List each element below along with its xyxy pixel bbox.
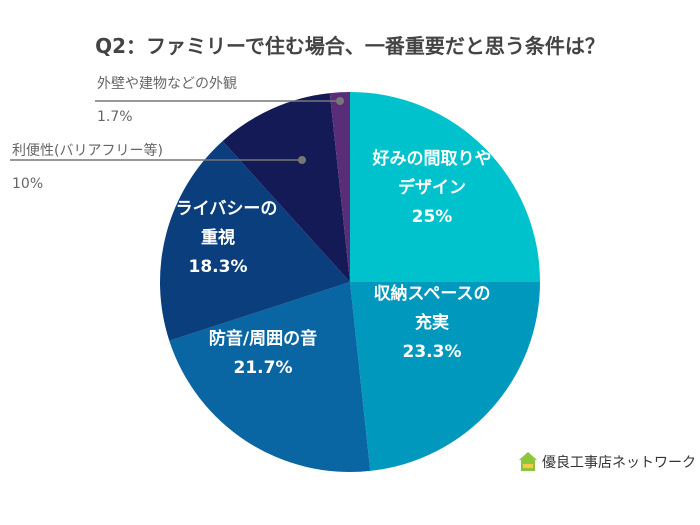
slice-label: デザイン	[398, 177, 466, 198]
slice-label: 充実	[415, 312, 449, 333]
logo-text: 優良工事店ネットワーク	[542, 455, 696, 471]
house-logo-icon	[519, 452, 537, 471]
logo: 優良工事店ネットワーク	[518, 451, 696, 473]
slice-value-label: 10%	[12, 176, 43, 192]
slice-label: 利便性(バリアフリー等)	[12, 142, 163, 159]
slice-label: 好みの間取りや	[372, 148, 492, 169]
pie-slice	[222, 93, 350, 282]
slice-label: プライバシーの	[159, 198, 278, 219]
pie-slice	[350, 92, 540, 282]
slice-value-label: 23.3%	[403, 342, 462, 362]
slice-value-label: 25%	[412, 207, 453, 227]
pie-slice	[159, 141, 350, 341]
chart-title: Q2：ファミリーで住む場合、一番重要だと思う条件は？	[95, 34, 605, 58]
slice-label: 重視	[201, 227, 235, 248]
leader-dot	[336, 97, 344, 105]
slice-label: 収納スペースの	[374, 283, 491, 304]
slice-value-label: 18.3%	[189, 257, 248, 277]
pie-slice	[169, 282, 371, 472]
slice-value-label: 21.7%	[234, 358, 293, 378]
slice-label: 防音/周囲の音	[209, 328, 317, 349]
slice-label: 外壁や建物などの外観	[97, 75, 237, 92]
leader-dot	[298, 156, 306, 164]
pie-slice	[329, 92, 350, 282]
pie-slice	[350, 282, 540, 471]
slice-value-label: 1.7%	[97, 109, 133, 125]
